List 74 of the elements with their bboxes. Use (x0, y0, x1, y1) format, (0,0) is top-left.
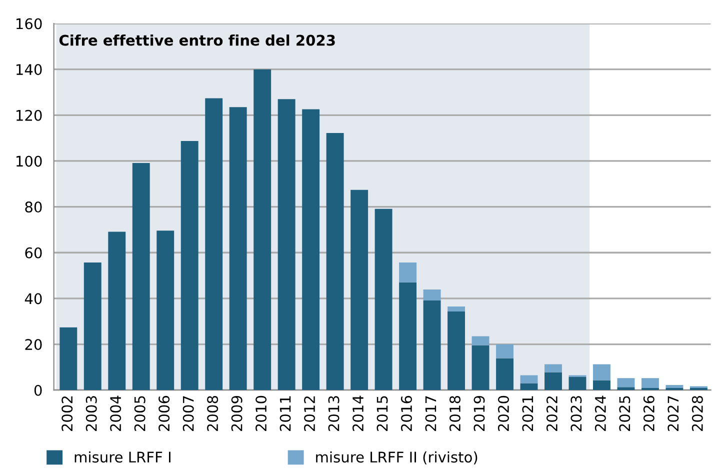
bar (593, 380, 610, 390)
bar (254, 69, 272, 390)
bar (399, 262, 417, 282)
x-tick-label: 2007 (182, 396, 194, 432)
x-tick-label: 2021 (522, 396, 534, 432)
bar (641, 378, 659, 388)
y-tick-label: 80 (25, 202, 42, 213)
band-label: Cifre effettive entro fine del 2023 (59, 34, 335, 46)
bar (496, 344, 514, 358)
x-tick-label: 2017 (425, 396, 436, 432)
bar (205, 98, 223, 390)
y-tick-label: 160 (16, 18, 42, 30)
bar (520, 383, 538, 390)
bar (180, 141, 198, 390)
bar (326, 133, 344, 390)
bar (472, 345, 490, 390)
bar (84, 262, 102, 390)
y-tick-label: 140 (16, 64, 42, 76)
bar (496, 358, 514, 390)
bar (229, 107, 247, 390)
bar (544, 372, 562, 390)
x-tick-label: 2008 (207, 396, 218, 432)
x-tick-label: 2011 (280, 396, 291, 432)
bar (60, 327, 78, 390)
x-tick-label: 2013 (328, 396, 340, 432)
bar (568, 377, 586, 390)
x-tick-label: 2024 (594, 396, 606, 432)
x-tick-label: 2022 (546, 396, 558, 432)
bar (302, 109, 320, 390)
x-tick-label: 2014 (352, 396, 364, 432)
bar (374, 208, 392, 390)
bar (593, 364, 610, 380)
bar (448, 312, 465, 390)
bar (399, 282, 417, 390)
bar (156, 230, 174, 390)
bar (350, 190, 368, 390)
legend-label: misure LRFF I (74, 451, 170, 463)
bar (520, 375, 538, 384)
x-tick-label: 2003 (86, 396, 97, 432)
x-tick-label: 2010 (256, 396, 267, 432)
bar (617, 387, 635, 390)
y-tick-label: 40 (24, 293, 42, 304)
x-tick-label: 2019 (474, 396, 485, 432)
y-tick-label: 20 (25, 338, 42, 350)
bar (544, 364, 562, 372)
bar (472, 336, 490, 346)
x-tick-label: 2027 (668, 396, 679, 432)
bar (108, 232, 126, 390)
x-tick-label: 2006 (158, 396, 170, 432)
bar (448, 306, 465, 312)
bar (423, 300, 441, 390)
bar (423, 290, 441, 301)
y-tick-label: 60 (25, 247, 42, 258)
bar (617, 378, 635, 388)
x-tick-label: 2012 (304, 396, 316, 432)
x-tick-label: 2015 (376, 396, 388, 432)
x-tick-label: 2026 (643, 396, 654, 432)
x-tick-label: 2002 (62, 396, 73, 432)
x-tick-label: 2028 (692, 396, 703, 432)
x-tick-label: 2018 (449, 396, 461, 432)
legend-label: misure LRFF II (rivisto) (316, 451, 478, 464)
x-tick-label: 2025 (619, 396, 630, 432)
x-tick-label: 2023 (570, 396, 582, 432)
x-tick-label: 2005 (134, 396, 146, 432)
bar (132, 163, 150, 390)
x-tick-label: 2020 (498, 396, 509, 432)
x-tick-label: 2016 (400, 396, 412, 432)
x-tick-label: 2009 (231, 396, 242, 432)
y-tick-label: 100 (16, 156, 42, 167)
y-tick-label: 120 (16, 110, 42, 121)
y-tick-label: 0 (34, 384, 42, 396)
x-tick-label: 2004 (110, 396, 122, 432)
bar (666, 385, 684, 388)
bar (278, 99, 296, 390)
